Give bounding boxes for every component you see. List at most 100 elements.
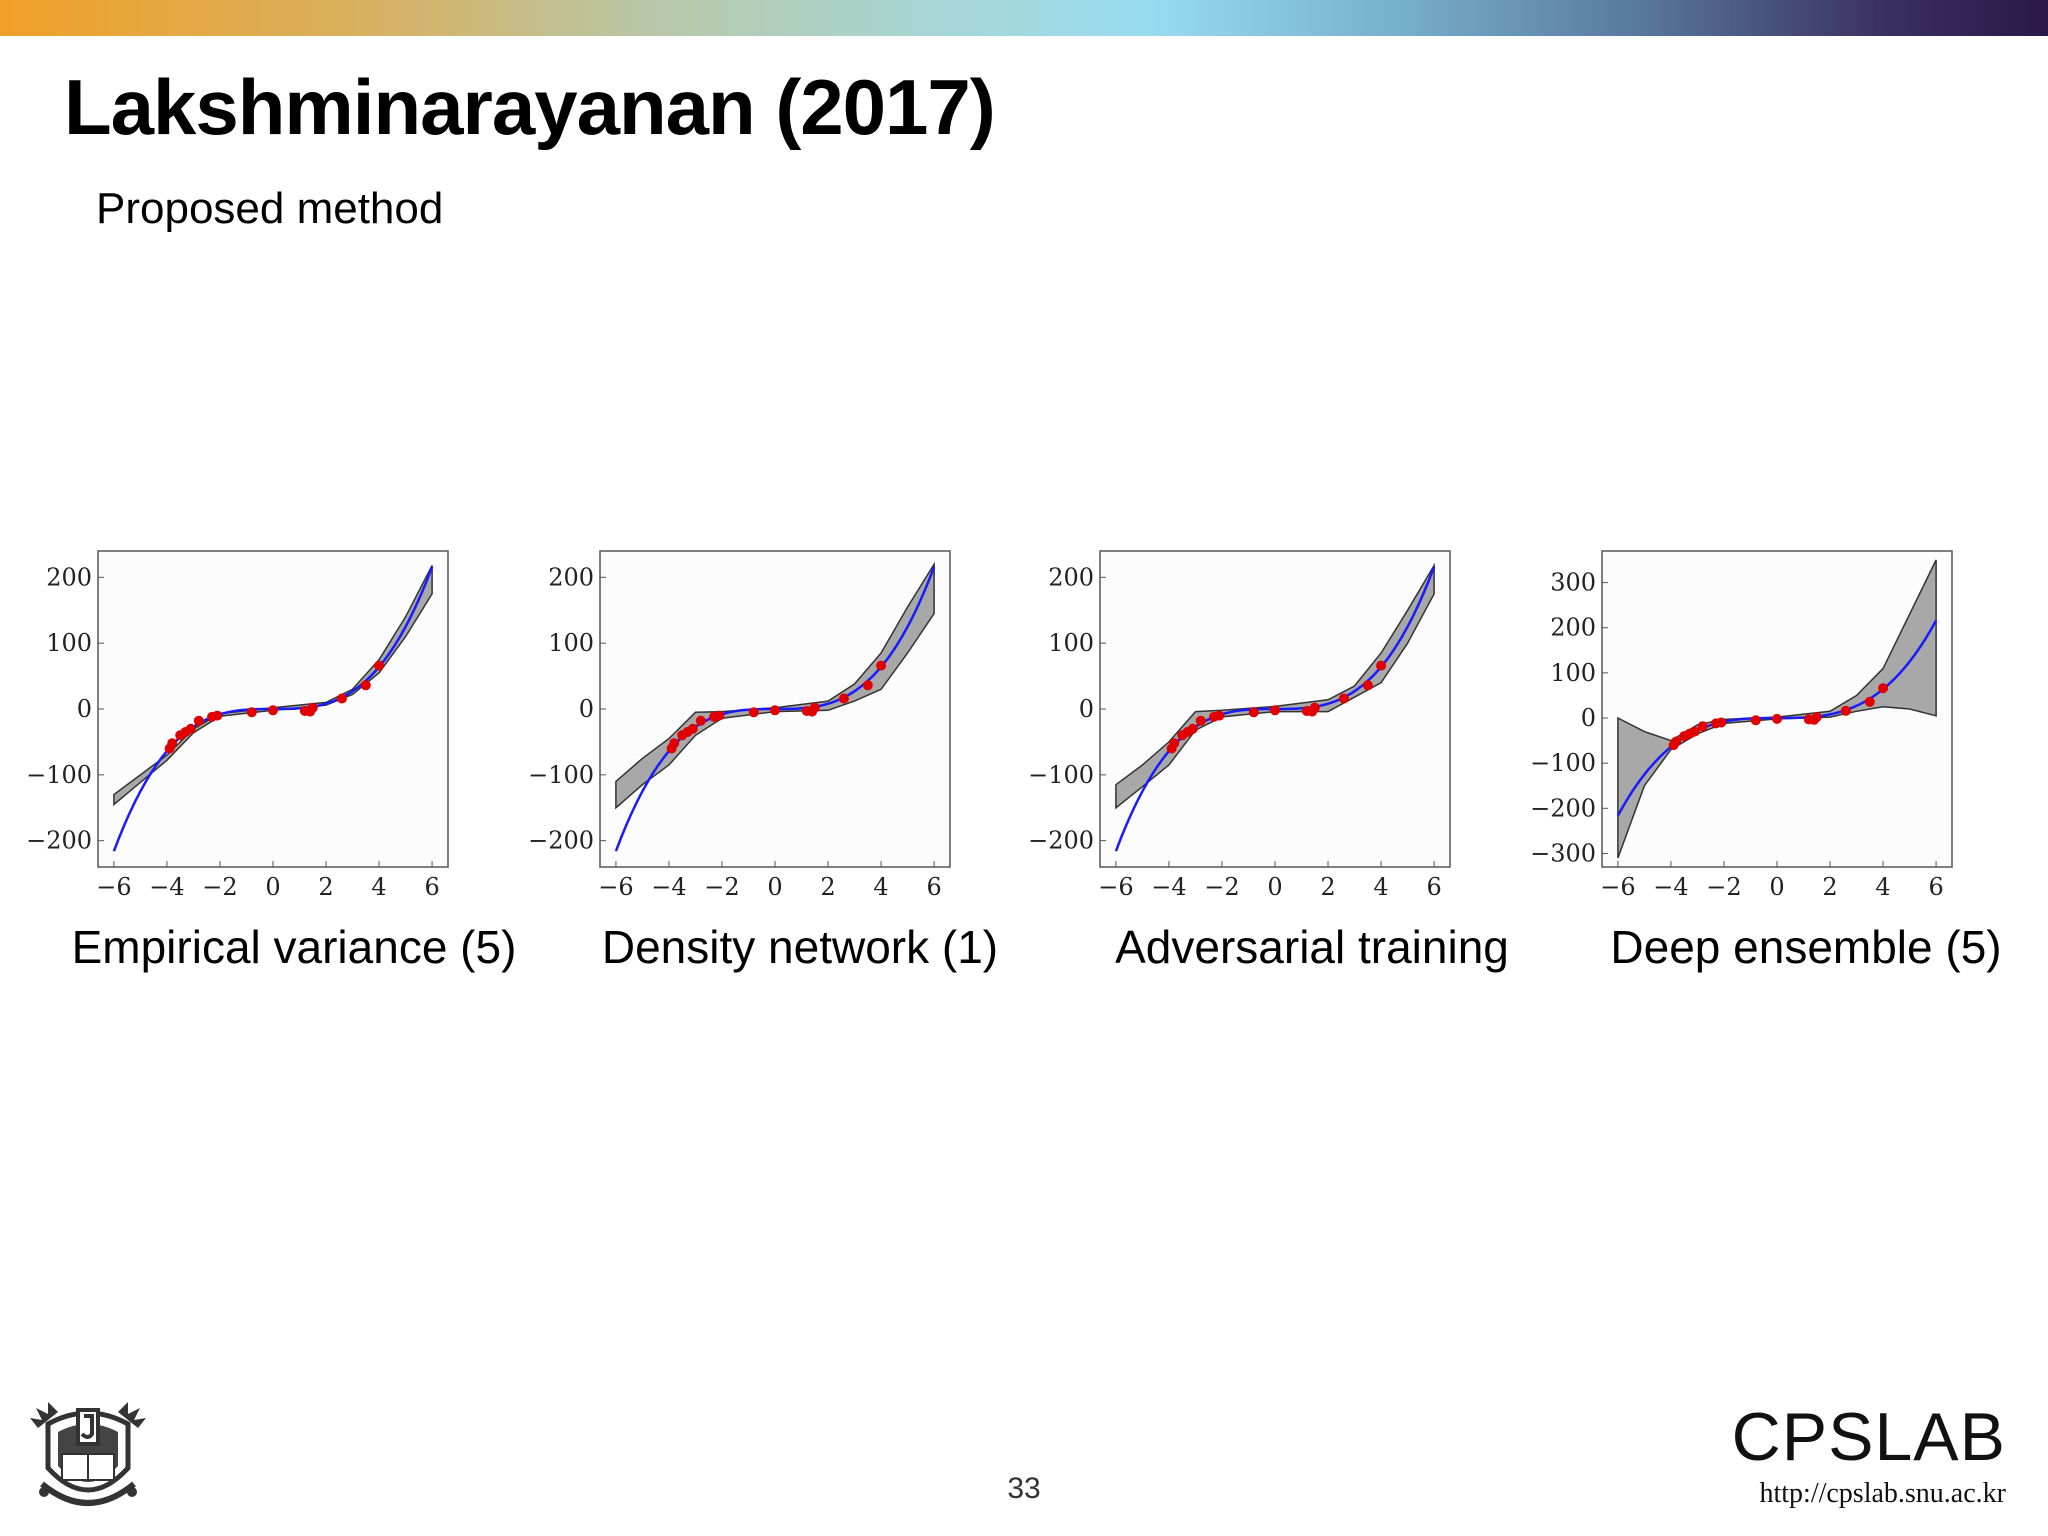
data-point — [695, 715, 706, 726]
lab-logo-text: CPSLAB — [1731, 1399, 2006, 1475]
data-point — [669, 738, 680, 749]
data-point — [212, 710, 223, 721]
chart-svg: −6 −4 −2 0 2 4 6 300 200 100 0 −100 −200 −300 — [1530, 550, 1953, 901]
x-tick-label: −6 — [96, 873, 131, 901]
y-tick-label: −300 — [1530, 839, 1596, 867]
data-point — [1195, 715, 1206, 726]
header-gradient-bar — [0, 0, 2048, 36]
chart-panel: −6 −4 −2 0 2 4 6 300 200 100 0 −100 −200 −300 — [1522, 545, 1962, 905]
chart-svg: −6 −4 −2 0 2 4 6 200 100 0 −100 −200 — [528, 550, 951, 901]
y-tick-label: 200 — [1048, 563, 1094, 591]
y-tick-label: 100 — [1048, 629, 1094, 657]
y-tick-label: 0 — [1079, 695, 1094, 723]
data-point — [1878, 683, 1889, 694]
x-tick-label: 6 — [424, 873, 439, 901]
chart-caption: Deep ensemble (5) — [1610, 921, 2002, 973]
data-point — [1689, 726, 1700, 737]
x-tick-label: 4 — [873, 873, 888, 901]
data-point — [374, 660, 385, 671]
chart-panel: −6 −4 −2 0 2 4 6 200 100 0 −100 −200 — [520, 545, 960, 905]
x-tick-label: −2 — [704, 873, 739, 901]
x-tick-label: −4 — [149, 873, 184, 901]
y-tick-label: −100 — [528, 761, 594, 789]
y-tick-label: 0 — [1581, 704, 1596, 732]
data-point — [1864, 696, 1875, 707]
chart-svg: −6 −4 −2 0 2 4 6 200 100 0 −100 −200 — [26, 550, 449, 901]
chart-panel: −6 −4 −2 0 2 4 6 200 100 0 −100 −200 — [18, 545, 458, 905]
x-tick-label: 0 — [1769, 873, 1784, 901]
data-point — [1750, 715, 1761, 726]
data-point — [1840, 705, 1851, 716]
y-tick-label: 0 — [77, 695, 92, 723]
plot-frame — [1601, 550, 1953, 868]
slide-title: Lakshminarayanan (2017) — [64, 63, 996, 151]
university-seal-logo — [30, 1402, 146, 1506]
data-point — [1214, 710, 1225, 721]
x-tick-label: 4 — [1373, 873, 1388, 901]
x-tick-label: −2 — [1204, 873, 1239, 901]
data-point — [1716, 717, 1727, 728]
data-point — [1362, 680, 1373, 691]
x-tick-label: −6 — [598, 873, 633, 901]
data-point — [268, 705, 278, 716]
x-tick-label: 2 — [1320, 873, 1335, 901]
x-tick-label: 6 — [1426, 873, 1441, 901]
x-tick-label: 0 — [767, 873, 782, 901]
data-point — [193, 715, 204, 726]
data-point — [246, 707, 257, 718]
x-tick-label: 4 — [1875, 873, 1890, 901]
x-tick-label: 0 — [1267, 873, 1282, 901]
x-tick-label: −6 — [1098, 873, 1133, 901]
data-point — [748, 707, 759, 718]
data-point — [1772, 713, 1782, 724]
y-tick-label: −200 — [1028, 827, 1094, 855]
x-tick-label: 6 — [1928, 873, 1943, 901]
x-tick-label: 6 — [926, 873, 941, 901]
x-tick-label: −4 — [1653, 873, 1688, 901]
data-point — [307, 702, 318, 713]
y-tick-label: 300 — [1550, 569, 1596, 597]
y-tick-label: 200 — [46, 563, 92, 591]
y-tick-label: 100 — [1550, 659, 1596, 687]
lab-url: http://cpslab.snu.ac.kr — [1759, 1478, 2006, 1509]
y-tick-label: 200 — [548, 563, 594, 591]
data-point — [876, 660, 887, 671]
page-number: 33 — [1007, 1472, 1041, 1505]
slide-subtitle: Proposed method — [96, 184, 444, 233]
y-tick-label: −200 — [26, 827, 92, 855]
data-point — [1270, 705, 1280, 716]
x-tick-label: 0 — [265, 873, 280, 901]
y-tick-label: −200 — [528, 827, 594, 855]
chart-caption: Adversarial training — [1115, 921, 1509, 973]
x-tick-label: 4 — [371, 873, 386, 901]
y-tick-label: −200 — [1530, 794, 1596, 822]
data-point — [838, 693, 849, 704]
data-point — [862, 680, 873, 691]
x-tick-label: −4 — [651, 873, 686, 901]
data-point — [1187, 723, 1198, 734]
data-point — [1338, 693, 1349, 704]
data-point — [1376, 660, 1387, 671]
y-tick-label: −100 — [1028, 761, 1094, 789]
data-point — [1671, 736, 1682, 747]
chart-caption: Density network (1) — [601, 921, 999, 973]
x-tick-label: 2 — [820, 873, 835, 901]
data-point — [714, 710, 725, 721]
x-tick-label: 2 — [318, 873, 333, 901]
y-tick-label: −100 — [26, 761, 92, 789]
y-tick-label: 100 — [46, 629, 92, 657]
data-point — [185, 723, 196, 734]
data-point — [687, 723, 698, 734]
data-point — [770, 705, 780, 716]
x-tick-label: −6 — [1600, 873, 1635, 901]
data-point — [1811, 712, 1822, 723]
x-tick-label: 2 — [1822, 873, 1837, 901]
y-tick-label: −100 — [1530, 749, 1596, 777]
x-tick-label: −4 — [1151, 873, 1186, 901]
y-tick-label: 0 — [579, 695, 594, 723]
data-point — [1169, 738, 1180, 749]
data-point — [336, 693, 347, 704]
chart-panel: −6 −4 −2 0 2 4 6 200 100 0 −100 −200 — [1020, 545, 1460, 905]
data-point — [167, 738, 178, 749]
data-point — [1697, 721, 1708, 732]
